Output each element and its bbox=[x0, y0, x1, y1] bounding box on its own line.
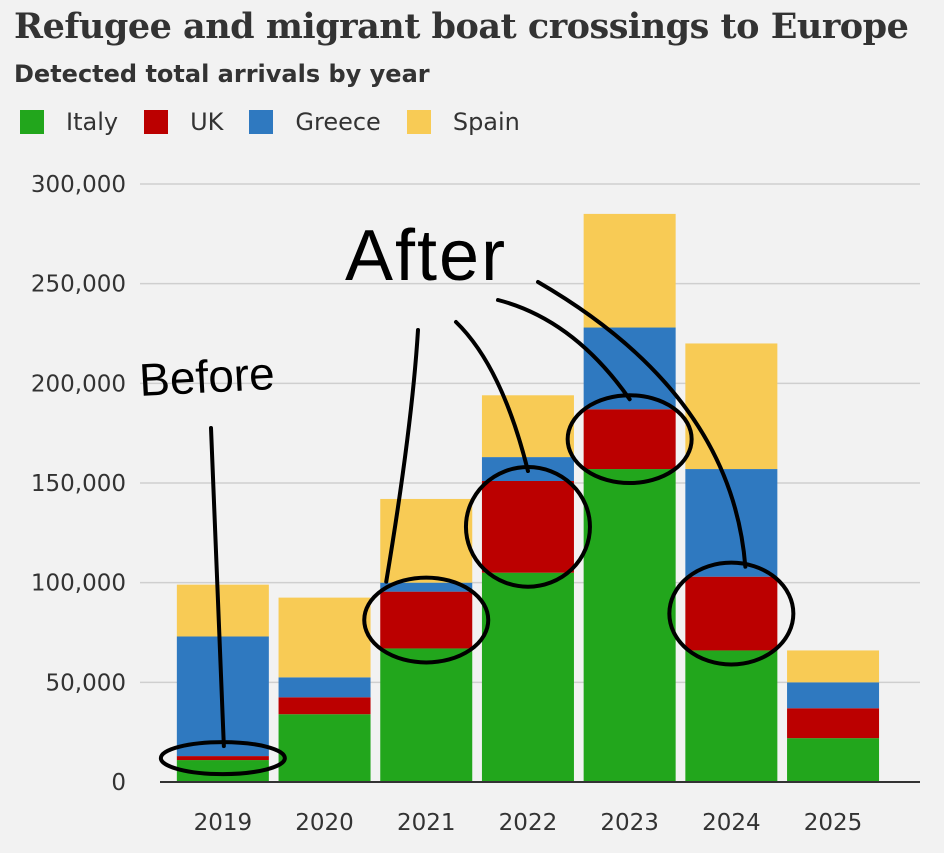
legend-label-greece: Greece bbox=[295, 108, 381, 136]
after-arrow-2022 bbox=[454, 320, 530, 474]
bar-segment-spain-2022 bbox=[481, 395, 574, 458]
x-tick-label: 2022 bbox=[499, 810, 558, 836]
after-label: After bbox=[345, 216, 507, 296]
legend-swatch-italy bbox=[20, 110, 44, 134]
bar-segment-italy-2024 bbox=[685, 650, 778, 782]
x-tick-label: 2024 bbox=[702, 810, 761, 836]
bar-segment-greece-2025 bbox=[787, 682, 880, 709]
bar-segment-italy-2021 bbox=[380, 648, 473, 782]
after-circle-2021 bbox=[362, 575, 491, 665]
bar-segment-spain-2019 bbox=[176, 584, 269, 637]
y-tick-label: 250,000 bbox=[31, 272, 126, 298]
bar-segment-italy-2025 bbox=[787, 738, 880, 782]
legend-swatch-spain bbox=[406, 110, 431, 134]
before-arrow-line bbox=[209, 426, 226, 749]
before-label: Before bbox=[138, 347, 276, 406]
bar-segment-uk-2023 bbox=[583, 409, 676, 470]
x-tick-label: 2020 bbox=[295, 810, 354, 836]
legend-swatch-greece bbox=[249, 110, 274, 134]
bar-segment-uk-2020 bbox=[278, 697, 371, 715]
chart-subtitle: Detected total arrivals by year bbox=[14, 60, 430, 88]
legend-item-uk: UK bbox=[144, 108, 223, 136]
bar-segment-greece-2020 bbox=[278, 677, 371, 698]
x-tick-label: 2025 bbox=[804, 810, 863, 836]
x-tick-label: 2021 bbox=[397, 810, 456, 836]
bar-segment-uk-2025 bbox=[787, 708, 880, 739]
after-circle-2023 bbox=[565, 393, 694, 486]
legend-item-spain: Spain bbox=[406, 108, 520, 136]
y-tick-label: 0 bbox=[111, 770, 126, 796]
x-tick-label: 2023 bbox=[600, 810, 659, 836]
bar-segment-italy-2023 bbox=[583, 469, 676, 782]
after-circle-2024 bbox=[667, 560, 796, 667]
chart-title: Refugee and migrant boat crossings to Eu… bbox=[14, 6, 909, 47]
legend-swatch-uk bbox=[144, 110, 169, 134]
legend-item-greece: Greece bbox=[249, 108, 381, 136]
x-tick-label: 2019 bbox=[194, 810, 253, 836]
legend-label-uk: UK bbox=[190, 108, 224, 136]
legend-item-italy: Italy bbox=[20, 108, 118, 136]
bar-segment-italy-2020 bbox=[278, 714, 371, 782]
after-arrow-2023 bbox=[496, 298, 632, 402]
bar-segment-uk-2021 bbox=[380, 591, 473, 649]
legend-label-italy: Italy bbox=[66, 108, 119, 136]
bar-segment-italy-2022 bbox=[481, 572, 574, 782]
bar-segment-uk-2024 bbox=[685, 576, 778, 651]
bar-segment-greece-2021 bbox=[380, 582, 473, 592]
bar-segment-spain-2024 bbox=[685, 343, 778, 470]
y-tick-label: 150,000 bbox=[31, 471, 126, 497]
bar-segment-uk-2019 bbox=[176, 756, 269, 761]
bar-segment-uk-2022 bbox=[481, 481, 574, 573]
y-tick-label: 200,000 bbox=[31, 371, 126, 397]
after-arrow-2024 bbox=[536, 280, 748, 569]
bar-segment-italy-2019 bbox=[176, 760, 269, 782]
legend: Italy UK Greece Spain bbox=[20, 108, 546, 136]
bar-segment-spain-2020 bbox=[278, 597, 371, 678]
y-tick-label: 50,000 bbox=[46, 670, 126, 696]
after-arrow-2021 bbox=[384, 328, 420, 584]
bar-segment-spain-2023 bbox=[583, 213, 676, 328]
bar-segment-greece-2024 bbox=[685, 469, 778, 577]
y-tick-label: 100,000 bbox=[31, 571, 126, 597]
legend-label-spain: Spain bbox=[452, 108, 520, 136]
y-tick-label: 300,000 bbox=[31, 172, 126, 198]
bar-segment-spain-2025 bbox=[787, 650, 880, 683]
